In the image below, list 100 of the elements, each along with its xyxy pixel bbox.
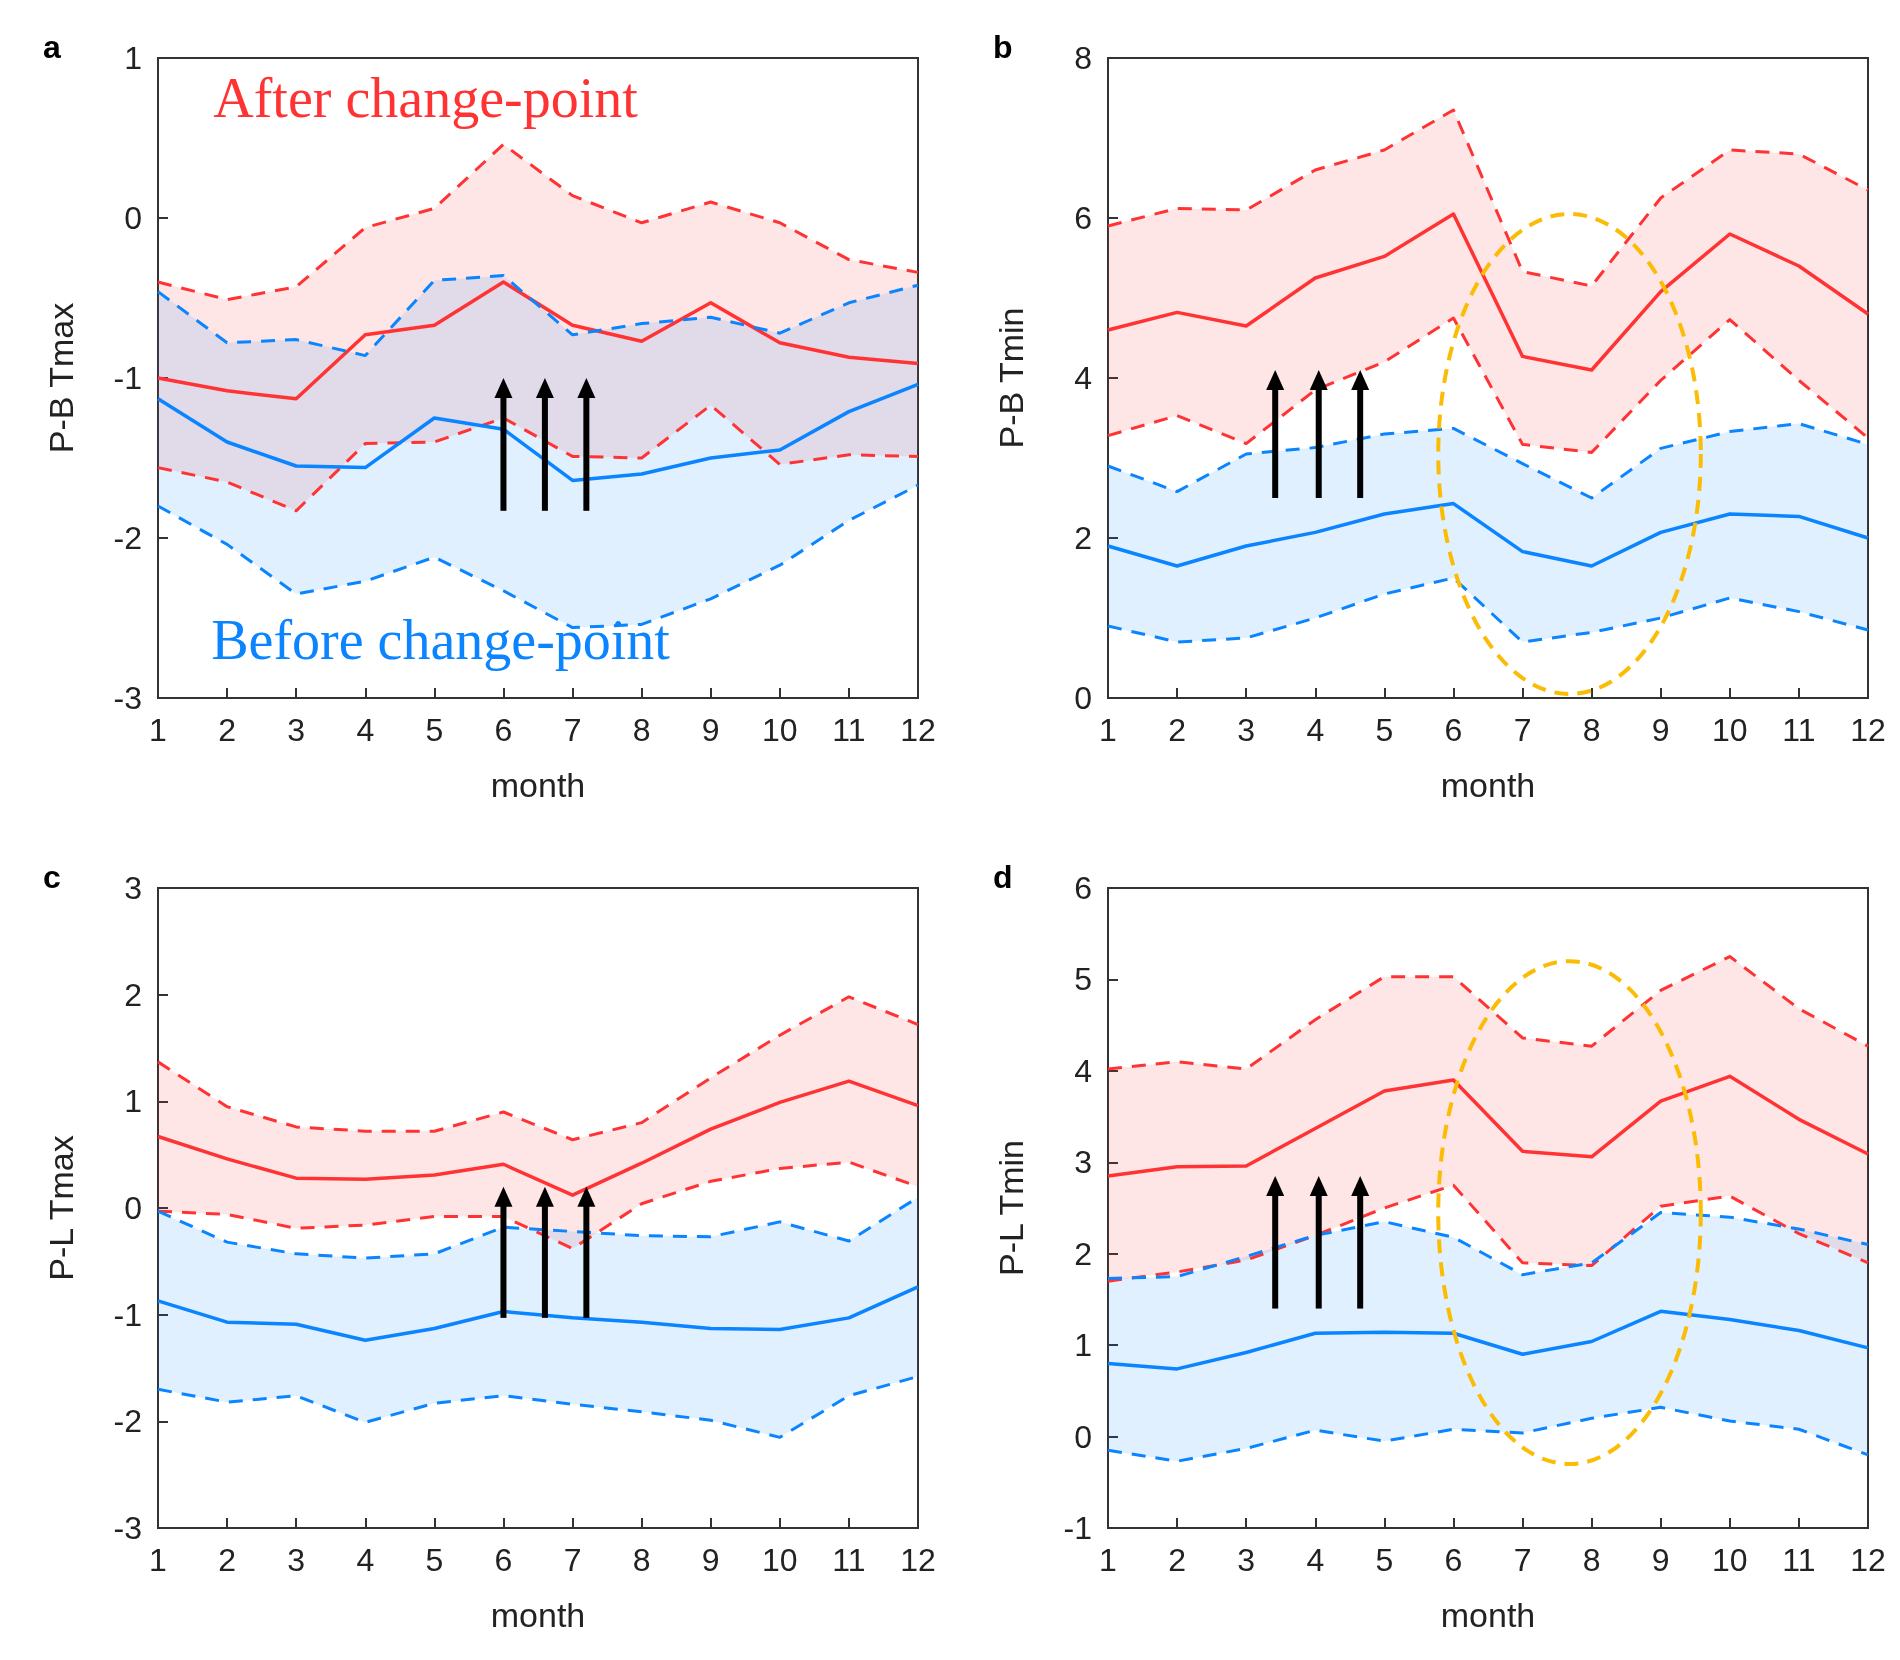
x-axis-title: month — [1440, 766, 1536, 804]
x-tick-label: 8 — [1582, 712, 1601, 748]
x-tick-label: 6 — [494, 712, 513, 748]
x-tick-label: 10 — [762, 712, 798, 748]
x-tick-label: 3 — [1237, 712, 1256, 748]
y-axis-title: P-L Tmax — [42, 1135, 80, 1281]
x-tick-label: 10 — [1712, 1542, 1748, 1578]
y-tick-label: 0 — [124, 200, 142, 236]
x-tick-label: 9 — [701, 1542, 720, 1578]
line-series — [1106, 501, 1870, 568]
x-tick-label: 1 — [149, 1542, 167, 1578]
x-tick-label: 11 — [1782, 1542, 1816, 1578]
x-tick-label: 2 — [218, 712, 236, 748]
x-tick-label: 1 — [1099, 712, 1117, 748]
x-tick-label: 9 — [1651, 1542, 1670, 1578]
x-tick-label: 6 — [494, 1542, 513, 1578]
y-tick-label: 4 — [1074, 1052, 1092, 1089]
y-tick-label: 3 — [1074, 1144, 1092, 1181]
x-axis-title: month — [490, 766, 586, 804]
y-tick-label: -1 — [113, 360, 142, 396]
x-tick-label: 10 — [762, 1542, 798, 1578]
line-series — [1106, 1405, 1870, 1463]
x-tick-label: 8 — [632, 712, 651, 748]
line-series — [1106, 212, 1870, 372]
line-series — [1106, 1211, 1870, 1280]
x-axis-title: month — [490, 1596, 586, 1634]
x-tick-label: 5 — [425, 712, 444, 748]
x-tick-label: 2 — [1168, 712, 1186, 748]
x-axis-title: month — [1440, 1596, 1536, 1634]
line-series — [156, 995, 920, 1142]
y-tick-label: 1 — [1074, 1327, 1092, 1364]
x-tick-label: 7 — [563, 1542, 582, 1578]
x-tick-label: 7 — [1513, 712, 1532, 748]
x-tick-label: 5 — [1375, 712, 1394, 748]
y-tick-label: 6 — [1074, 200, 1092, 236]
x-tick-label: 9 — [701, 712, 720, 748]
x-tick-label: 5 — [425, 1542, 444, 1578]
x-tick-label: 2 — [1168, 1542, 1186, 1578]
y-tick-label: -1 — [113, 1296, 142, 1333]
x-tick-label: 4 — [356, 1542, 375, 1578]
chart-title: d — [993, 859, 1013, 895]
y-tick-label: 3 — [124, 870, 142, 906]
y-tick-label: 4 — [1074, 360, 1092, 396]
y-tick-label: 0 — [1074, 680, 1092, 716]
y-tick-label: 2 — [124, 976, 142, 1013]
line-series — [1106, 108, 1870, 288]
text: Before change-point — [211, 609, 671, 672]
x-tick-label: 3 — [287, 712, 306, 748]
x-tick-label: 8 — [632, 1542, 651, 1578]
x-tick-label: 12 — [900, 1542, 936, 1578]
y-tick-label: 1 — [124, 40, 142, 76]
x-tick-label: 11 — [832, 1542, 866, 1578]
y-tick-label: 0 — [124, 1190, 142, 1226]
x-tick-label: 10 — [1712, 712, 1748, 748]
line-series — [156, 1285, 920, 1343]
x-tick-label: 4 — [1306, 712, 1325, 748]
line-series — [1106, 1309, 1870, 1371]
x-tick-label: 2 — [218, 1542, 236, 1578]
y-tick-label: 8 — [1074, 40, 1092, 76]
y-tick-label: -3 — [113, 680, 142, 716]
x-tick-label: 12 — [900, 712, 936, 748]
x-tick-label: 6 — [1444, 1542, 1463, 1578]
line-series — [156, 274, 920, 358]
y-tick-label: 5 — [1074, 961, 1092, 998]
x-tick-label: 9 — [1651, 712, 1670, 748]
x-tick-label: 4 — [356, 712, 375, 748]
text: After change-point — [213, 67, 639, 129]
line-series — [156, 1079, 920, 1197]
y-tick-label: 0 — [1074, 1418, 1092, 1455]
x-tick-label: 1 — [1099, 1542, 1117, 1578]
x-tick-label: 7 — [563, 712, 582, 748]
x-tick-label: 1 — [149, 712, 167, 748]
x-tick-label: 7 — [1513, 1542, 1532, 1578]
line-series — [1106, 955, 1870, 1071]
line-series — [1106, 576, 1870, 644]
x-tick-label: 4 — [1306, 1542, 1325, 1578]
x-tick-label: 12 — [1850, 1542, 1886, 1578]
line-series — [1106, 1183, 1870, 1283]
x-tick-label: 6 — [1444, 712, 1463, 748]
chart-title: b — [993, 29, 1013, 65]
x-tick-label: 11 — [832, 712, 866, 748]
y-axis-title: P-L Tmin — [992, 1139, 1030, 1277]
y-tick-label: -3 — [113, 1510, 142, 1546]
y-tick-label: -2 — [113, 1403, 142, 1440]
x-tick-label: 8 — [1582, 1542, 1601, 1578]
y-tick-label: 1 — [124, 1083, 142, 1120]
y-tick-label: -1 — [1063, 1510, 1092, 1546]
line-series — [156, 382, 920, 483]
y-axis-title: P-B Tmin — [992, 307, 1030, 449]
line-series — [1106, 1074, 1870, 1178]
x-tick-label: 3 — [1237, 1542, 1256, 1578]
y-tick-label: 6 — [1074, 870, 1092, 906]
y-tick-label: 2 — [1074, 1235, 1092, 1272]
y-axis-title: P-B Tmax — [42, 302, 80, 454]
line-series — [156, 142, 920, 302]
x-tick-label: 5 — [1375, 1542, 1394, 1578]
chart-title: c — [43, 859, 61, 895]
y-tick-label: 2 — [1074, 520, 1092, 556]
x-tick-label: 11 — [1782, 712, 1816, 748]
line-series — [156, 280, 920, 401]
